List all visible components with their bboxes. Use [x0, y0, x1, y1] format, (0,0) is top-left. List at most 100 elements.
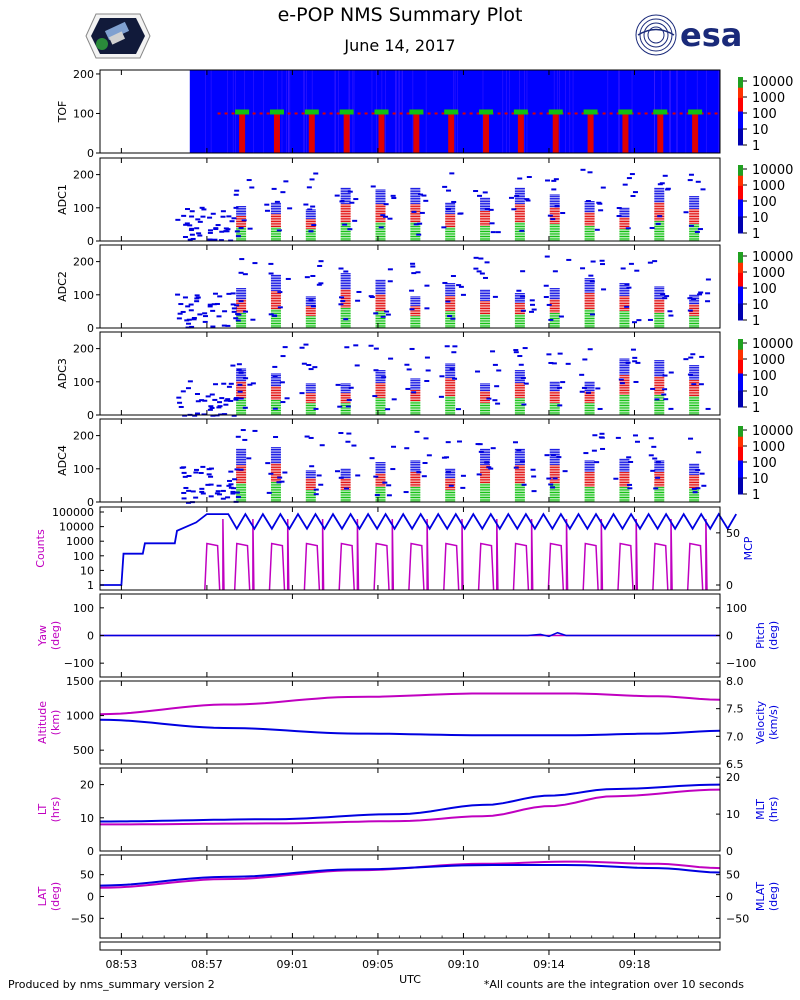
spec-bin [654, 363, 665, 365]
spec-bin [549, 321, 560, 323]
spec-bin [270, 498, 281, 500]
spec-bin [654, 468, 665, 470]
spec-bin [305, 237, 316, 239]
spec-bin [270, 231, 281, 233]
spec-speck [221, 413, 227, 416]
spec-bin [270, 234, 281, 236]
spec-bin [689, 398, 700, 400]
spec-speck [185, 305, 191, 308]
spec-bin [619, 390, 630, 392]
spec-bin [410, 234, 421, 236]
colorbar-tick-label: 1 [752, 227, 760, 242]
spec-bin [619, 309, 630, 311]
spec-bin [654, 467, 665, 469]
spec-bin [654, 378, 665, 380]
spec-bin [410, 388, 421, 390]
spec-bin [654, 411, 665, 413]
spec-bin [410, 488, 421, 490]
spec-bin [584, 212, 595, 214]
spec-bin [375, 393, 386, 395]
spec-bin [514, 463, 525, 465]
spec-bin [619, 368, 630, 370]
spec-speck [385, 313, 391, 316]
tof-pulse [657, 112, 664, 153]
spec-speck [195, 412, 201, 415]
spec-bin [480, 485, 491, 487]
spec-bin [619, 234, 630, 236]
spec-bin [480, 221, 491, 223]
spec-bin [549, 470, 560, 472]
spec-bin [445, 286, 456, 288]
spec-bin [340, 217, 351, 219]
spec-bin [654, 376, 665, 378]
spec-bin [689, 390, 700, 392]
panel-frame [99, 69, 721, 154]
spec-bin [480, 483, 491, 485]
spec-bin [445, 226, 456, 228]
spec-bin [445, 308, 456, 310]
spec-bin [584, 495, 595, 497]
spec-bin [236, 458, 247, 460]
spec-bin [305, 413, 316, 415]
spec-speck [313, 407, 319, 410]
spec-bin [480, 487, 491, 489]
y-tick-label: 0 [87, 496, 94, 509]
spec-bin [514, 236, 525, 238]
spec-bin [619, 229, 630, 231]
label-part: MCP [742, 536, 755, 560]
spec-bin [375, 204, 386, 206]
spec-bin [410, 411, 421, 413]
spec-bin [340, 231, 351, 233]
label-part: (deg) [767, 882, 780, 911]
spec-bin [549, 239, 560, 241]
spec-bin [340, 278, 351, 280]
spec-bin [410, 308, 421, 310]
spec-speck [581, 386, 587, 389]
spec-speck [368, 344, 374, 347]
spec-bin [514, 301, 525, 303]
spec-bin [270, 500, 281, 502]
spec-bin [689, 313, 700, 315]
spec-bin [654, 326, 665, 328]
spec-bin [549, 229, 560, 231]
spec-speck [226, 215, 232, 218]
spec-bin [514, 319, 525, 321]
spec-bin [305, 395, 316, 397]
spec-speck [526, 176, 532, 179]
spec-bin [375, 229, 386, 231]
spec-bin [445, 401, 456, 403]
spec-bin [514, 455, 525, 457]
spec-bin [375, 196, 386, 198]
spec-bin [514, 232, 525, 234]
spec-speck [220, 215, 226, 218]
spec-bin [584, 467, 595, 469]
spec-bin [480, 477, 491, 479]
spec-bin [375, 314, 386, 316]
spec-bin [445, 288, 456, 290]
spec-speck [207, 408, 213, 411]
spec-bin [236, 239, 247, 241]
spec-bin [410, 221, 421, 223]
spec-bin [584, 388, 595, 390]
colorbar-segment [738, 453, 743, 458]
spec-bin [236, 378, 247, 380]
spec-speck [308, 368, 314, 371]
spec-speck [445, 471, 451, 474]
spec-speck [523, 382, 529, 385]
spec-bin [340, 199, 351, 201]
spec-bin [480, 199, 491, 201]
spec-bin [305, 232, 316, 234]
spec-speck [232, 478, 238, 481]
colorbar-segment [738, 366, 743, 371]
spec-speck [208, 495, 214, 498]
spec-speck [177, 312, 183, 315]
spec-speck [282, 346, 288, 349]
spec-bin [584, 239, 595, 241]
spec-bin [270, 239, 281, 241]
panel-frame [99, 767, 721, 852]
spec-bin [689, 236, 700, 238]
spec-bin [480, 410, 491, 412]
spec-bin [584, 216, 595, 218]
spec-bin [514, 411, 525, 413]
